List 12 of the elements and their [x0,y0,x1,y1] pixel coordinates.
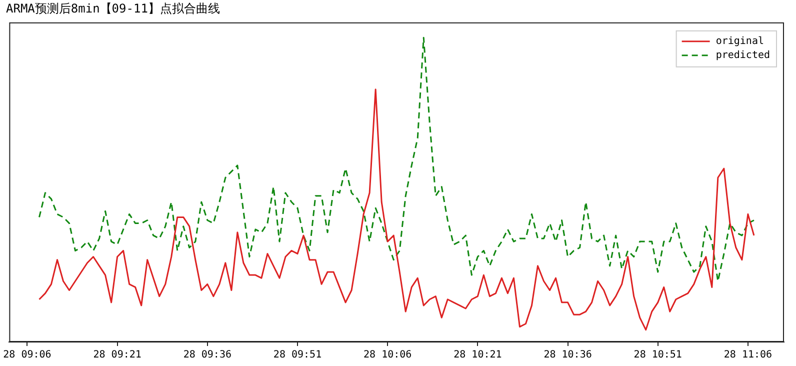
x-tick-label: 28 10:36 [544,350,592,361]
x-tick-label: 28 09:36 [183,350,232,361]
x-tick-label: 28 09:06 [3,350,52,361]
x-tick-label: 28 10:21 [454,350,502,361]
chart-title: ARMA预测后8min【09-11】点拟合曲线 [6,1,220,16]
legend-label: predicted [716,50,770,61]
x-tick-label: 28 11:06 [724,350,772,361]
x-tick-label: 28 10:51 [634,350,682,361]
x-tick-label: 28 09:21 [93,350,142,361]
x-tick-label: 28 09:51 [273,350,322,361]
legend-label: original [716,36,764,47]
x-tick-label: 28 10:06 [364,350,412,361]
